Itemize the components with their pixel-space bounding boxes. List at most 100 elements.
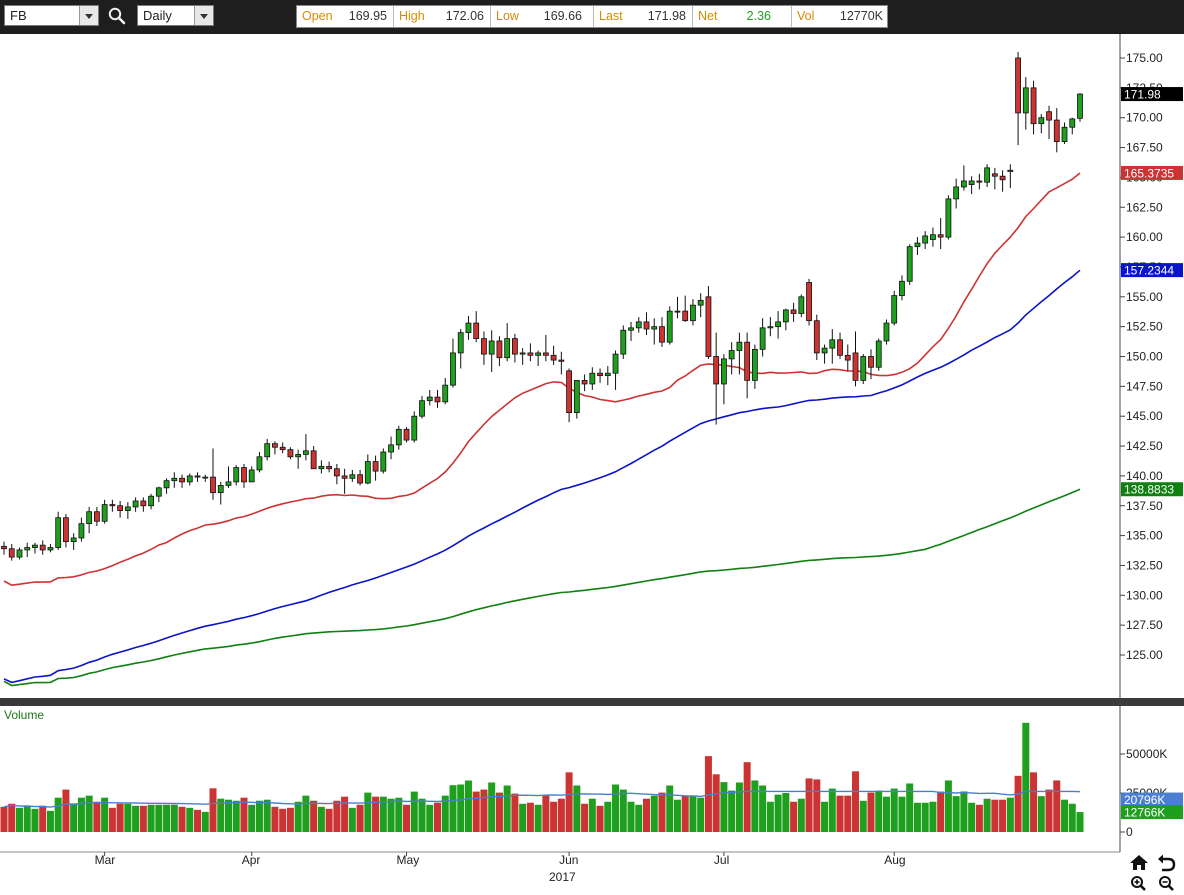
candle[interactable] bbox=[419, 395, 425, 419]
volume-bar[interactable] bbox=[302, 795, 310, 832]
candle[interactable] bbox=[186, 473, 193, 486]
volume-bar[interactable] bbox=[1068, 803, 1076, 832]
volume-bar[interactable] bbox=[495, 792, 503, 832]
volume-bar[interactable] bbox=[1022, 722, 1030, 832]
volume-bar[interactable] bbox=[968, 802, 976, 832]
candle[interactable] bbox=[620, 325, 627, 359]
volume-bar[interactable] bbox=[8, 803, 16, 832]
volume-bar[interactable] bbox=[735, 782, 743, 832]
volume-bar[interactable] bbox=[410, 791, 418, 832]
volume-bar[interactable] bbox=[565, 772, 573, 832]
candle[interactable] bbox=[883, 319, 890, 345]
volume-bar[interactable] bbox=[913, 802, 921, 832]
candle[interactable] bbox=[411, 411, 418, 443]
candle[interactable] bbox=[241, 463, 247, 488]
candle[interactable] bbox=[581, 374, 588, 392]
volume-bar[interactable] bbox=[612, 784, 620, 832]
candle[interactable] bbox=[666, 306, 673, 345]
candle[interactable] bbox=[256, 452, 263, 473]
candle[interactable] bbox=[1022, 77, 1029, 130]
candle[interactable] bbox=[960, 165, 967, 191]
volume-bar[interactable] bbox=[929, 801, 937, 832]
candle[interactable] bbox=[1046, 105, 1052, 140]
volume-bar[interactable] bbox=[372, 796, 380, 832]
candle[interactable] bbox=[790, 302, 797, 322]
volume-bar[interactable] bbox=[255, 800, 263, 832]
candle[interactable] bbox=[945, 195, 952, 240]
volume-bar[interactable] bbox=[983, 798, 991, 832]
volume-bar[interactable] bbox=[379, 796, 387, 832]
volume-bar[interactable] bbox=[573, 785, 581, 832]
candle[interactable] bbox=[473, 311, 480, 343]
candle[interactable] bbox=[24, 542, 31, 558]
candle[interactable] bbox=[759, 318, 766, 357]
candle[interactable] bbox=[597, 368, 603, 383]
candle[interactable] bbox=[1038, 114, 1045, 134]
candle[interactable] bbox=[155, 486, 162, 503]
volume-bar[interactable] bbox=[882, 796, 890, 832]
volume-bar[interactable] bbox=[503, 785, 511, 832]
volume-bar[interactable] bbox=[333, 800, 341, 832]
volume-bar[interactable] bbox=[163, 804, 171, 832]
volume-bar[interactable] bbox=[403, 804, 411, 832]
candle[interactable] bbox=[860, 354, 867, 384]
candle[interactable] bbox=[999, 170, 1006, 192]
candle[interactable] bbox=[573, 379, 580, 419]
volume-bar[interactable] bbox=[426, 804, 434, 832]
candle[interactable] bbox=[388, 436, 394, 460]
candle[interactable] bbox=[767, 317, 774, 337]
volume-bar[interactable] bbox=[1037, 796, 1045, 832]
candle[interactable] bbox=[1069, 117, 1076, 135]
candle[interactable] bbox=[101, 499, 108, 524]
volume-bar[interactable] bbox=[534, 804, 542, 832]
candle[interactable] bbox=[775, 311, 782, 339]
candle[interactable] bbox=[63, 514, 69, 548]
candle[interactable] bbox=[728, 342, 735, 375]
volume-bar[interactable] bbox=[596, 805, 604, 832]
candle[interactable] bbox=[86, 506, 93, 534]
volume-bar[interactable] bbox=[542, 795, 550, 832]
candle[interactable] bbox=[442, 377, 449, 405]
volume-bar[interactable] bbox=[1006, 797, 1014, 832]
candle[interactable] bbox=[1077, 93, 1083, 122]
volume-bar[interactable] bbox=[805, 778, 813, 832]
candle[interactable] bbox=[713, 332, 720, 425]
volume-bar[interactable] bbox=[139, 805, 147, 832]
candle[interactable] bbox=[295, 449, 302, 469]
volume-bar[interactable] bbox=[836, 795, 844, 832]
candle[interactable] bbox=[697, 293, 704, 318]
candle[interactable] bbox=[32, 542, 38, 554]
volume-bar[interactable] bbox=[310, 800, 318, 832]
volume-bar[interactable] bbox=[944, 780, 952, 832]
candle[interactable] bbox=[535, 350, 542, 367]
candle[interactable] bbox=[1061, 122, 1068, 144]
candle[interactable] bbox=[984, 164, 991, 187]
volume-bar[interactable] bbox=[937, 791, 945, 832]
candle[interactable] bbox=[953, 178, 960, 209]
volume-bar[interactable] bbox=[859, 800, 867, 832]
candle[interactable] bbox=[1053, 108, 1060, 153]
zoom-out-icon[interactable] bbox=[1159, 876, 1174, 891]
candle[interactable] bbox=[930, 227, 936, 247]
candle[interactable] bbox=[659, 317, 665, 347]
volume-bar[interactable] bbox=[364, 792, 372, 832]
candle[interactable] bbox=[148, 493, 154, 510]
candle[interactable] bbox=[798, 294, 805, 318]
home-icon[interactable] bbox=[1130, 855, 1148, 870]
volume-bar[interactable] bbox=[960, 791, 968, 832]
candle[interactable] bbox=[751, 344, 758, 389]
volume-bar[interactable] bbox=[797, 798, 805, 832]
candle[interactable] bbox=[488, 330, 495, 373]
candle[interactable] bbox=[78, 517, 85, 542]
volume-bar[interactable] bbox=[643, 798, 651, 832]
volume-bar[interactable] bbox=[294, 801, 302, 832]
candle[interactable] bbox=[233, 465, 240, 486]
volume-bar[interactable] bbox=[751, 780, 759, 832]
candle[interactable] bbox=[891, 290, 898, 326]
volume-bar[interactable] bbox=[232, 800, 240, 832]
candle[interactable] bbox=[612, 350, 619, 390]
candle[interactable] bbox=[682, 295, 689, 322]
candle[interactable] bbox=[124, 502, 131, 519]
candle[interactable] bbox=[968, 176, 975, 195]
chevron-down-icon[interactable] bbox=[194, 6, 213, 25]
